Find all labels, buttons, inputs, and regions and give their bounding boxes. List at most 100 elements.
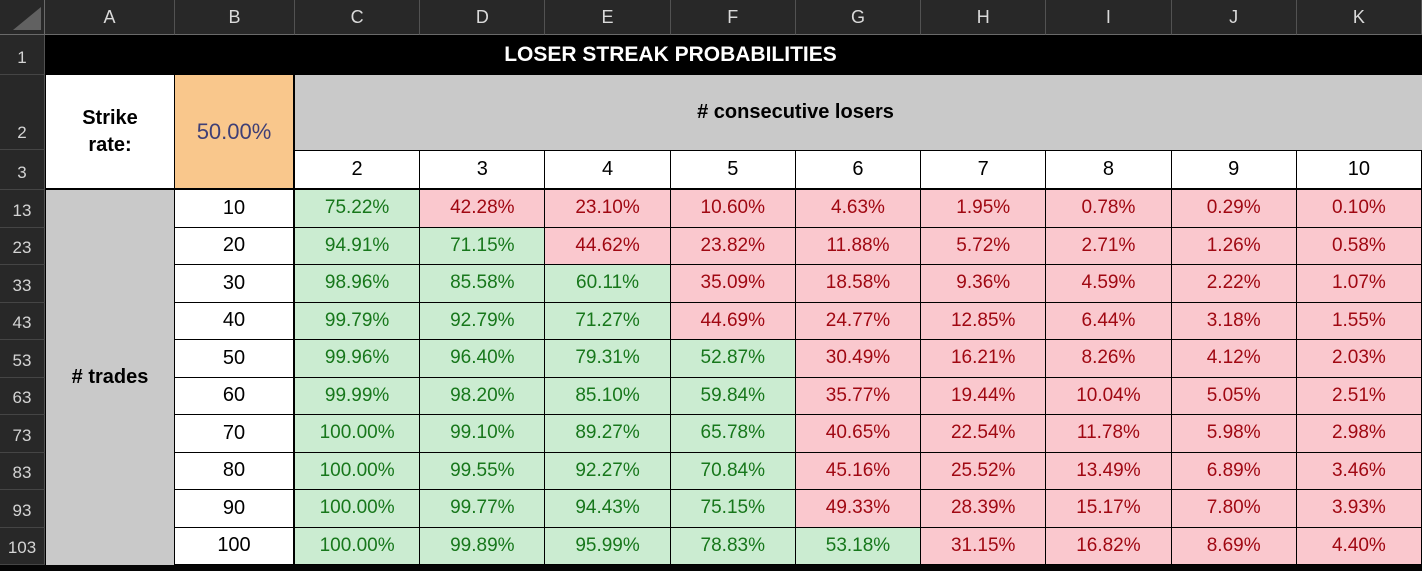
probability-cell[interactable]: 98.96% [295, 265, 421, 303]
probability-cell[interactable]: 3.46% [1296, 452, 1422, 490]
streak-count-cell[interactable]: 8 [1046, 150, 1172, 190]
probability-cell[interactable]: 9.36% [921, 265, 1047, 303]
probability-cell[interactable]: 22.54% [921, 415, 1047, 453]
probability-cell[interactable]: 10.04% [1046, 377, 1172, 415]
probability-cell[interactable]: 31.15% [921, 527, 1047, 565]
column-header-h[interactable]: H [921, 0, 1047, 35]
trades-count-cell[interactable]: 30 [175, 265, 295, 303]
row-header-63[interactable]: 63 [0, 377, 45, 415]
probability-cell[interactable]: 15.17% [1046, 490, 1172, 528]
trades-count-cell[interactable]: 90 [175, 490, 295, 528]
column-header-g[interactable]: G [795, 0, 922, 35]
probability-cell[interactable]: 65.78% [670, 415, 796, 453]
probability-cell[interactable]: 85.58% [420, 265, 546, 303]
probability-cell[interactable]: 79.31% [545, 340, 671, 378]
select-all-corner[interactable] [0, 0, 45, 35]
row-header-33[interactable]: 33 [0, 265, 45, 303]
row-header-83[interactable]: 83 [0, 452, 45, 490]
row-header-103[interactable]: 103 [0, 527, 45, 565]
probability-cell[interactable]: 0.10% [1296, 190, 1422, 228]
column-header-k[interactable]: K [1296, 0, 1422, 35]
column-header-b[interactable]: B [175, 0, 295, 35]
probability-cell[interactable]: 92.79% [420, 302, 546, 340]
trades-count-cell[interactable]: 80 [175, 452, 295, 490]
probability-cell[interactable]: 99.10% [420, 415, 546, 453]
streak-count-cell[interactable]: 5 [670, 150, 796, 190]
row-header-53[interactable]: 53 [0, 340, 45, 378]
consecutive-losers-header-cell[interactable]: # consecutive losers [295, 75, 1422, 150]
probability-cell[interactable]: 96.40% [420, 340, 546, 378]
probability-cell[interactable]: 49.33% [795, 490, 922, 528]
probability-cell[interactable]: 2.71% [1046, 227, 1172, 265]
probability-cell[interactable]: 94.91% [295, 227, 421, 265]
trades-count-cell[interactable]: 20 [175, 227, 295, 265]
probability-cell[interactable]: 53.18% [795, 527, 922, 565]
probability-cell[interactable]: 99.96% [295, 340, 421, 378]
probability-cell[interactable]: 92.27% [545, 452, 671, 490]
probability-cell[interactable]: 44.62% [545, 227, 671, 265]
probability-cell[interactable]: 6.89% [1171, 452, 1297, 490]
trades-count-cell[interactable]: 70 [175, 415, 295, 453]
streak-count-cell[interactable]: 7 [921, 150, 1047, 190]
row-header-13[interactable]: 13 [0, 190, 45, 228]
trades-count-cell[interactable]: 40 [175, 302, 295, 340]
row-header-93[interactable]: 93 [0, 490, 45, 528]
probability-cell[interactable]: 42.28% [420, 190, 546, 228]
trades-count-cell[interactable]: 50 [175, 340, 295, 378]
probability-cell[interactable]: 7.80% [1171, 490, 1297, 528]
probability-cell[interactable]: 16.82% [1046, 527, 1172, 565]
column-header-i[interactable]: I [1046, 0, 1172, 35]
probability-cell[interactable]: 98.20% [420, 377, 546, 415]
title-banner-cell[interactable]: LOSER STREAK PROBABILITIES [45, 35, 1422, 75]
probability-cell[interactable]: 1.26% [1171, 227, 1297, 265]
probability-cell[interactable]: 35.09% [670, 265, 796, 303]
strike-rate-label-cell[interactable]: Strike rate: [45, 75, 175, 190]
probability-cell[interactable]: 24.77% [795, 302, 922, 340]
probability-cell[interactable]: 5.05% [1171, 377, 1297, 415]
column-header-e[interactable]: E [545, 0, 671, 35]
probability-cell[interactable]: 3.93% [1296, 490, 1422, 528]
probability-cell[interactable]: 2.22% [1171, 265, 1297, 303]
probability-cell[interactable]: 2.03% [1296, 340, 1422, 378]
column-header-a[interactable]: A [45, 0, 175, 35]
column-header-f[interactable]: F [670, 0, 796, 35]
probability-cell[interactable]: 52.87% [670, 340, 796, 378]
row-header-43[interactable]: 43 [0, 302, 45, 340]
probability-cell[interactable]: 4.63% [795, 190, 922, 228]
probability-cell[interactable]: 59.84% [670, 377, 796, 415]
probability-cell[interactable]: 0.29% [1171, 190, 1297, 228]
probability-cell[interactable]: 5.72% [921, 227, 1047, 265]
probability-cell[interactable]: 12.85% [921, 302, 1047, 340]
probability-cell[interactable]: 94.43% [545, 490, 671, 528]
streak-count-cell[interactable]: 10 [1296, 150, 1422, 190]
probability-cell[interactable]: 1.55% [1296, 302, 1422, 340]
strike-rate-value-cell[interactable]: 50.00% [175, 75, 295, 190]
probability-cell[interactable]: 70.84% [670, 452, 796, 490]
probability-cell[interactable]: 28.39% [921, 490, 1047, 528]
probability-cell[interactable]: 35.77% [795, 377, 922, 415]
probability-cell[interactable]: 30.49% [795, 340, 922, 378]
probability-cell[interactable]: 2.51% [1296, 377, 1422, 415]
probability-cell[interactable]: 99.77% [420, 490, 546, 528]
column-header-j[interactable]: J [1171, 0, 1297, 35]
probability-cell[interactable]: 75.15% [670, 490, 796, 528]
streak-count-cell[interactable]: 6 [795, 150, 922, 190]
probability-cell[interactable]: 100.00% [295, 527, 421, 565]
probability-cell[interactable]: 8.26% [1046, 340, 1172, 378]
probability-cell[interactable]: 100.00% [295, 490, 421, 528]
probability-cell[interactable]: 23.82% [670, 227, 796, 265]
trades-count-cell[interactable]: 10 [175, 190, 295, 228]
trades-count-cell[interactable]: 60 [175, 377, 295, 415]
probability-cell[interactable]: 23.10% [545, 190, 671, 228]
probability-cell[interactable]: 18.58% [795, 265, 922, 303]
probability-cell[interactable]: 0.58% [1296, 227, 1422, 265]
probability-cell[interactable]: 60.11% [545, 265, 671, 303]
probability-cell[interactable]: 71.27% [545, 302, 671, 340]
probability-cell[interactable]: 45.16% [795, 452, 922, 490]
row-header-23[interactable]: 23 [0, 227, 45, 265]
trades-count-cell[interactable]: 100 [175, 527, 295, 565]
probability-cell[interactable]: 19.44% [921, 377, 1047, 415]
probability-cell[interactable]: 78.83% [670, 527, 796, 565]
probability-cell[interactable]: 13.49% [1046, 452, 1172, 490]
column-header-c[interactable]: C [295, 0, 421, 35]
